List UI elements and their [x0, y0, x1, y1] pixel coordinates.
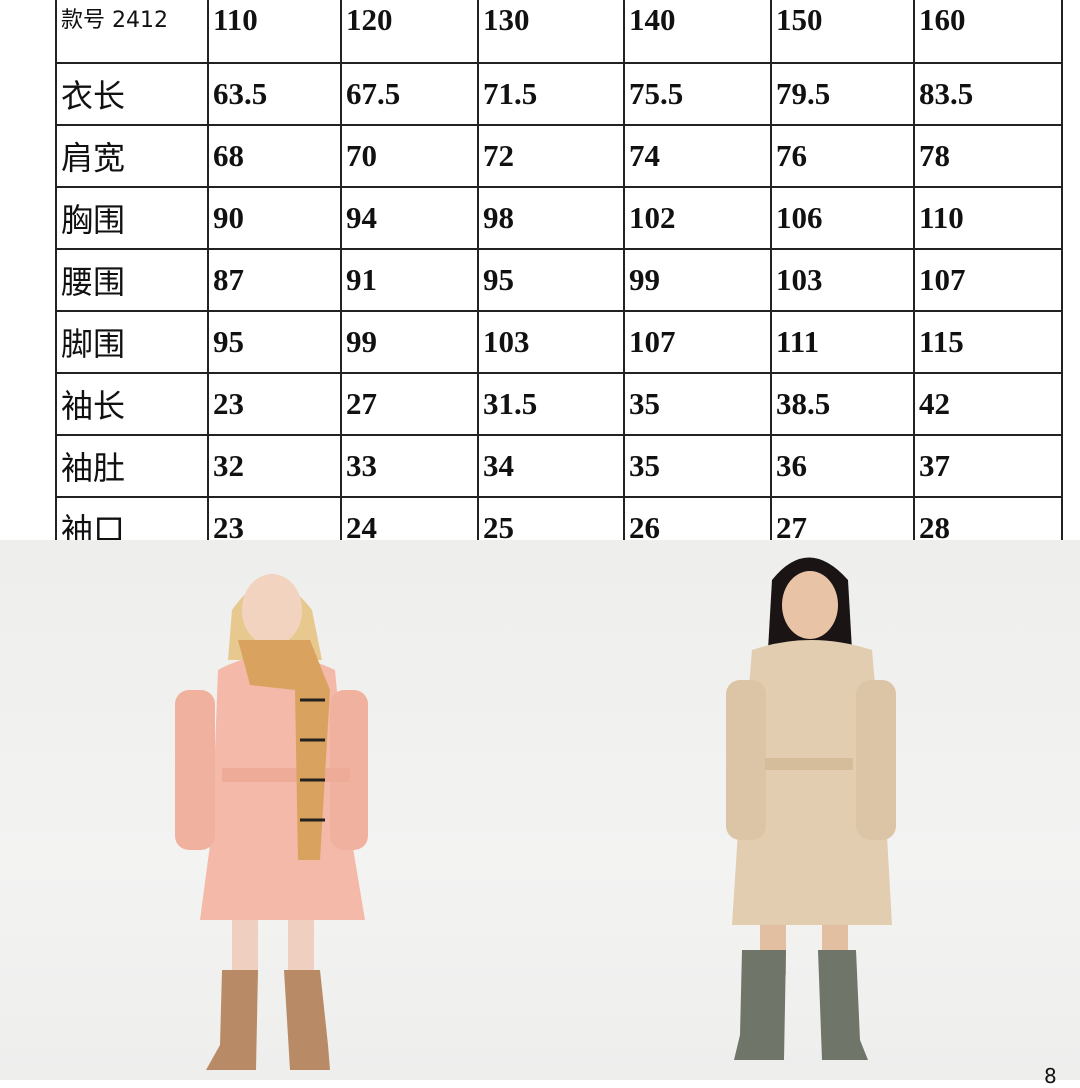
measurement-value: 102: [623, 186, 772, 250]
measurement-value: 79.5: [770, 62, 915, 126]
page-number: 8: [1044, 1064, 1057, 1088]
measurement-value: 33: [340, 434, 479, 498]
measurement-value: 27: [340, 372, 479, 436]
measurement-value: 107: [623, 310, 772, 374]
table-row: 袖肚 32 33 34 35 36 37: [55, 434, 1063, 498]
size-header: 130: [477, 0, 625, 64]
measurement-value: 95: [207, 310, 342, 374]
measurement-value: 95: [477, 248, 625, 312]
measurement-value: 37: [913, 434, 1063, 498]
measurement-label: 衣长: [55, 62, 209, 126]
measurement-value: 103: [770, 248, 915, 312]
measurement-value: 27: [770, 496, 915, 540]
size-header: 120: [340, 0, 479, 64]
table-row: 肩宽 68 70 72 74 76 78: [55, 124, 1063, 188]
size-header: 140: [623, 0, 772, 64]
table-row: 腰围 87 91 95 99 103 107: [55, 248, 1063, 312]
measurement-value: 111: [770, 310, 915, 374]
measurement-label: 袖肚: [55, 434, 209, 498]
measurement-value: 35: [623, 434, 772, 498]
measurement-value: 90: [207, 186, 342, 250]
measurement-value: 76: [770, 124, 915, 188]
size-table: 款号 2412 110 120 130 140 150 160 衣长 63.5 67.5 71.5 7…: [55, 0, 1063, 540]
table-row: 脚围 95 99 103 107 111 115: [55, 310, 1063, 374]
measurement-value: 63.5: [207, 62, 342, 126]
measurement-value: 28: [913, 496, 1063, 540]
table-row: 衣长 63.5 67.5 71.5 75.5 79.5 83.5: [55, 62, 1063, 126]
measurement-value: 70: [340, 124, 479, 188]
table-row: 胸围 90 94 98 102 106 110: [55, 186, 1063, 250]
model-pink-coat: [175, 574, 368, 1070]
size-header: 160: [913, 0, 1063, 64]
measurement-value: 24: [340, 496, 479, 540]
measurement-value: 25: [477, 496, 625, 540]
measurement-value: 68: [207, 124, 342, 188]
measurement-value: 67.5: [340, 62, 479, 126]
measurement-value: 94: [340, 186, 479, 250]
measurement-value: 115: [913, 310, 1063, 374]
measurement-value: 107: [913, 248, 1063, 312]
table-row: 袖长 23 27 31.5 35 38.5 42: [55, 372, 1063, 436]
measurement-value: 87: [207, 248, 342, 312]
measurement-value: 23: [207, 496, 342, 540]
size-header: 110: [207, 0, 342, 64]
size-chart: 款号 2412 110 120 130 140 150 160 衣长 63.5 67.5 71.5 7…: [0, 0, 1080, 540]
measurement-label: 肩宽: [55, 124, 209, 188]
measurement-value: 31.5: [477, 372, 625, 436]
measurement-value: 34: [477, 434, 625, 498]
models-illustration: [175, 557, 896, 1070]
measurement-value: 36: [770, 434, 915, 498]
measurement-value: 110: [913, 186, 1063, 250]
measurement-label: 腰围: [55, 248, 209, 312]
measurement-label: 袖长: [55, 372, 209, 436]
measurement-value: 38.5: [770, 372, 915, 436]
measurement-value: 23: [207, 372, 342, 436]
measurement-value: 42: [913, 372, 1063, 436]
table-header-row: 款号 2412 110 120 130 140 150 160: [55, 0, 1063, 64]
size-header: 150: [770, 0, 915, 64]
measurement-value: 106: [770, 186, 915, 250]
model-beige-coat: [726, 557, 896, 1060]
measurement-value: 98: [477, 186, 625, 250]
measurement-value: 74: [623, 124, 772, 188]
measurement-value: 78: [913, 124, 1063, 188]
table-row: 袖口 23 24 25 26 27 28: [55, 496, 1063, 540]
measurement-value: 32: [207, 434, 342, 498]
measurement-value: 26: [623, 496, 772, 540]
product-photo: [0, 540, 1080, 1080]
measurement-value: 71.5: [477, 62, 625, 126]
measurement-value: 72: [477, 124, 625, 188]
measurement-label: 袖口: [55, 496, 209, 540]
measurement-label: 脚围: [55, 310, 209, 374]
measurement-label: 胸围: [55, 186, 209, 250]
measurement-value: 99: [340, 310, 479, 374]
measurement-value: 35: [623, 372, 772, 436]
measurement-value: 103: [477, 310, 625, 374]
measurement-value: 91: [340, 248, 479, 312]
measurement-value: 75.5: [623, 62, 772, 126]
measurement-value: 83.5: [913, 62, 1063, 126]
measurement-value: 99: [623, 248, 772, 312]
style-number-label: 款号 2412: [55, 0, 209, 64]
